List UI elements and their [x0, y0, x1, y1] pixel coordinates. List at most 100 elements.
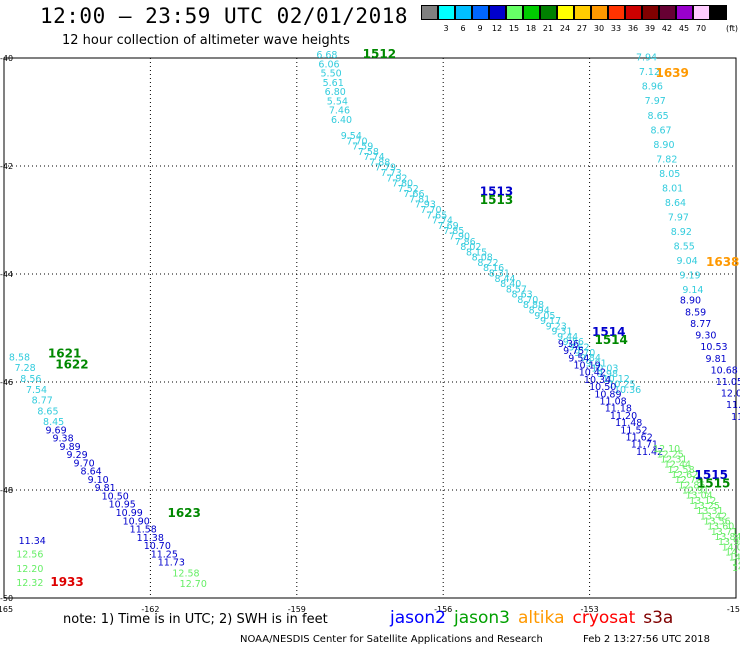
wave-height-label: 7.70 — [420, 205, 441, 216]
scale-label: 21 — [542, 24, 554, 33]
wave-height-label: 9.29 — [67, 450, 88, 461]
wave-height-label: 7.97 — [645, 96, 666, 107]
wave-height-label: 10.34 — [584, 375, 611, 386]
wave-height-label: 8.96 — [642, 82, 663, 93]
scale-swatch — [642, 5, 659, 20]
pass-time-label: 1639 — [655, 66, 688, 80]
wave-height-label: 10.42 — [579, 368, 606, 379]
wave-height-label: 10.95 — [109, 500, 136, 511]
pass-time-label: 1515 — [695, 468, 728, 482]
wave-height-label: 11.42 — [636, 447, 663, 458]
scale-label: 24 — [559, 24, 571, 33]
wave-height-label: 9.30 — [695, 331, 716, 342]
scale-label: 15 — [508, 24, 520, 33]
wave-height-label: 8.94 — [529, 305, 550, 316]
scale-swatch — [574, 5, 591, 20]
wave-height-label: 8.22 — [477, 258, 498, 269]
wave-height-label: 8.63 — [512, 290, 533, 301]
y-tick-label: -46 — [0, 378, 13, 387]
wave-height-label: 6.80 — [325, 87, 346, 98]
wave-height-label: 7.93 — [415, 200, 436, 211]
wave-height-label: 7.12 — [639, 67, 660, 78]
wave-height-label: 13.56 — [704, 517, 731, 528]
scale-swatch — [438, 5, 455, 20]
y-tick-label: -42 — [0, 162, 13, 171]
wave-height-label: 10.50 — [102, 491, 129, 502]
wave-height-label: 9.05 — [534, 311, 555, 322]
wave-height-label: 11.34 — [19, 536, 46, 547]
wave-height-label: 8.90 — [680, 296, 701, 307]
scale-unit: (ft) — [726, 24, 739, 33]
wave-height-label: 8.45 — [43, 417, 64, 428]
wave-height-label: 11.18 — [605, 404, 632, 415]
wave-height-label: 9.54 — [568, 353, 589, 364]
wave-height-label: 12.03 — [721, 389, 740, 400]
wave-height-label: 5.61 — [323, 78, 344, 89]
wave-height-label: 7.69 — [438, 221, 459, 232]
wave-height-label: 10.89 — [594, 389, 621, 400]
y-tick-label: -48 — [0, 486, 13, 495]
wave-height-label: 9.31 — [551, 327, 572, 338]
wave-height-label: 7.73 — [381, 168, 402, 179]
wave-height-label: 7.82 — [656, 154, 677, 165]
pass-time-label: 1512 — [363, 47, 396, 61]
wave-height-label: 7.92 — [386, 173, 407, 184]
wave-height-label: 11.19 — [726, 400, 740, 411]
wave-height-label: 9.38 — [52, 434, 73, 445]
page-title: 12:00 – 23:59 UTC 02/01/2018 — [40, 4, 409, 28]
wave-height-label: 8.67 — [650, 125, 671, 136]
wave-height-label: 8.01 — [662, 183, 683, 194]
pass-time-label: 1933 — [50, 575, 83, 589]
wave-height-label: 11.20 — [610, 411, 637, 422]
page-subtitle: 12 hour collection of altimeter wave hei… — [62, 33, 350, 48]
wave-height-label: 9.69 — [45, 425, 66, 436]
wave-height-label: 9.04 — [677, 256, 698, 267]
wave-height-label: 13.60 — [707, 522, 734, 533]
wave-height-label: 14.23 — [729, 553, 740, 564]
wave-height-label: 14.10 — [725, 548, 740, 559]
wave-height-label: 9.75 — [563, 346, 584, 357]
wave-height-label: 8.57 — [506, 284, 527, 295]
wave-height-label: 11.62 — [626, 433, 653, 444]
wave-height-label: 12.62 — [671, 470, 698, 481]
wave-height-label: 7.70 — [346, 136, 367, 147]
wave-height-label: 10.36 — [614, 385, 641, 396]
scale-label: 3 — [443, 24, 449, 33]
scale-swatch — [506, 5, 523, 20]
wave-height-label: 7.74 — [363, 152, 384, 163]
x-tick-label: -150 — [727, 605, 740, 614]
wave-height-label: 7.86 — [455, 237, 476, 248]
wave-height-label: 9.56 — [563, 337, 584, 348]
wave-height-label: 8.58 — [9, 352, 30, 363]
wave-height-label: 8.08 — [472, 253, 493, 264]
scale-swatch — [523, 5, 540, 20]
wave-height-label: 13.42 — [700, 511, 727, 522]
wave-height-label: 13.71 — [711, 527, 738, 538]
wave-height-label: 9.62 — [568, 343, 589, 354]
wave-height-label: 7.66 — [403, 189, 424, 200]
wave-height-label: 7.90 — [449, 231, 470, 242]
wave-height-label: 11.58 — [130, 525, 157, 536]
wave-height-label: 8.05 — [659, 169, 680, 180]
wave-height-label: 9.70 — [574, 348, 595, 359]
wave-height-label: 9.54 — [341, 131, 362, 142]
wave-height-label: 6.06 — [318, 59, 339, 70]
scale-swatch — [608, 5, 625, 20]
wave-height-label: 8.90 — [653, 140, 674, 151]
wave-height-label: 7.97 — [668, 212, 689, 223]
wave-height-label: 7.88 — [369, 157, 390, 168]
satellite-jason3: jason3 — [454, 608, 510, 628]
wave-height-label: 8.88 — [523, 300, 544, 311]
wave-height-label: 13.04 — [686, 491, 713, 502]
wave-height-label: 7.54 — [26, 385, 47, 396]
wave-height-label: 12.31 — [660, 455, 687, 466]
wave-height-label: 10.70 — [144, 541, 171, 552]
pass-time-label: 1638 — [706, 255, 739, 269]
wave-height-label: 9.17 — [540, 316, 561, 327]
wave-height-label: 11.05 — [716, 377, 740, 388]
footer-timestamp: Feb 2 13:27:56 UTC 2018 — [583, 634, 710, 645]
wave-height-label: 9.10 — [88, 475, 109, 486]
pass-time-label: 1514 — [594, 333, 627, 347]
wave-height-label: 8.16 — [483, 263, 504, 274]
scale-swatch — [676, 5, 693, 20]
